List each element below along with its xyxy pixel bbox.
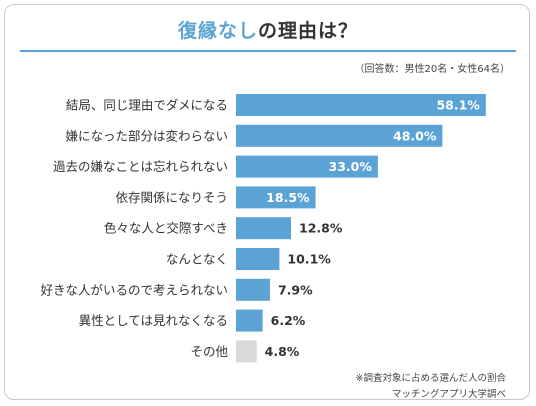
- bar-8: [236, 340, 257, 363]
- category-label-3: 依存関係になりそう: [115, 190, 228, 205]
- value-label-8: 4.8%: [265, 344, 300, 359]
- footnote: ※調査対象に占める選んだ人の割合: [355, 373, 506, 384]
- category-label-8: その他: [190, 344, 228, 359]
- bar-3: [236, 186, 316, 209]
- category-label-7: 異性としては見れなくなる: [79, 313, 228, 328]
- value-label-5: 10.1%: [287, 252, 331, 267]
- bar-7: [236, 309, 263, 332]
- bar-2: [236, 155, 378, 178]
- value-label-4: 12.8%: [299, 221, 343, 236]
- bar-6: [236, 278, 270, 301]
- value-label-0: 58.1%: [436, 98, 480, 113]
- source-credit: マッチングアプリ大学調べ: [391, 389, 506, 400]
- category-label-4: 色々な人と交際すべき: [104, 221, 228, 236]
- respondents-note: （回答数：男性20名・女性64名）: [354, 64, 510, 75]
- bar-5: [236, 248, 280, 270]
- value-label-1: 48.0%: [393, 128, 437, 143]
- category-label-6: 好きな人がいるので考えられない: [40, 282, 228, 297]
- value-label-7: 6.2%: [271, 313, 306, 328]
- bar-0: [236, 94, 486, 116]
- chart-title: 復縁なしの理由は？: [0, 16, 536, 43]
- category-label-2: 過去の嫌なことは忘れられない: [53, 159, 228, 174]
- chart-title-rest: の理由は？: [258, 20, 359, 42]
- chart-title-highlight: 復縁なし: [177, 20, 258, 42]
- category-label-5: なんとなく: [166, 252, 228, 267]
- value-label-2: 33.0%: [329, 159, 373, 174]
- category-label-1: 嫌になった部分は変わらない: [65, 128, 228, 143]
- bar-4: [236, 217, 292, 240]
- value-label-6: 7.9%: [278, 282, 313, 297]
- bar-1: [236, 124, 443, 147]
- category-label-0: 結局、同じ理由でダメになる: [66, 98, 228, 113]
- value-label-3: 18.5%: [266, 190, 310, 205]
- title-underline: [20, 50, 516, 52]
